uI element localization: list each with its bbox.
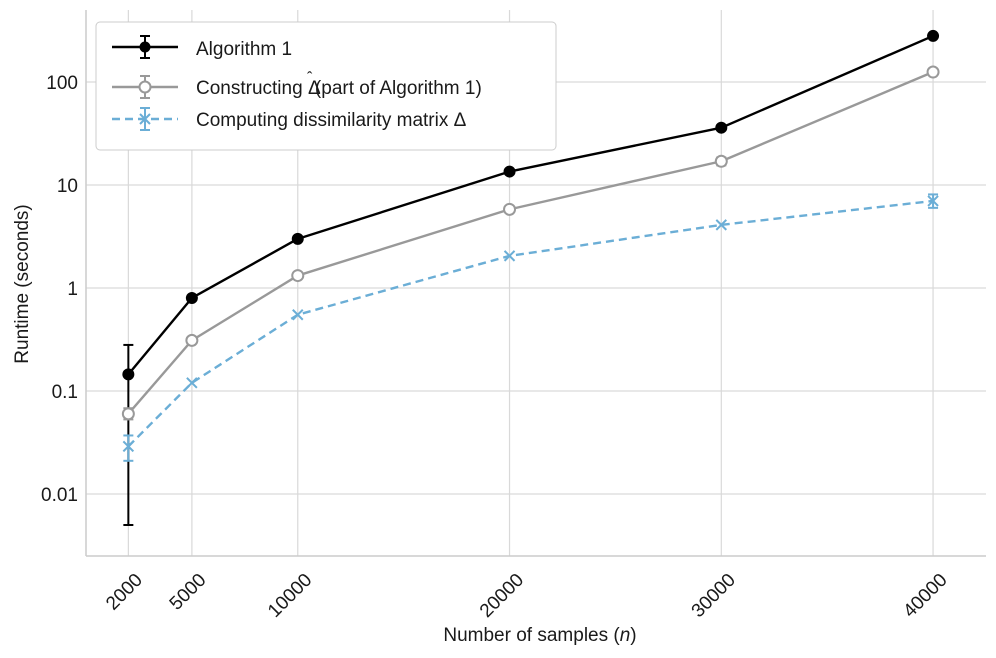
data-point [927,195,939,207]
data-point [715,219,728,231]
legend-box [95,21,557,151]
series-line [127,70,934,415]
data-point-stroke [715,219,728,231]
x-axis-label: Number of samples (n) [443,625,636,646]
legend-handle-1 [112,35,178,59]
y-axis-label: Runtime (seconds) [12,204,33,363]
data-point-stroke [927,195,939,207]
data-point [927,29,940,42]
data-point [503,202,517,216]
legend-marker [139,113,151,125]
legend: Algorithm 1 Constructing Δ̂ (part of Alg… [95,21,557,151]
data-point-stroke [186,377,198,389]
data-point [291,269,305,283]
x-tick-label: 2000 [102,570,147,615]
ticks-layer: 2000 5000 10000 20000 30000 40000 0.01 0.1 1 10 10… [41,73,952,622]
data-point-stroke [503,250,516,262]
data-point [292,309,304,321]
series-line [127,199,934,448]
series-layer [121,29,940,526]
y-tick-label: 0.1 [52,382,78,403]
series-3 [122,193,939,462]
y-tick-label: 1 [67,279,78,300]
series-2 [121,65,940,421]
x-tick-label: 10000 [264,570,316,622]
data-point [121,407,135,421]
data-point [122,368,135,381]
data-point [185,333,199,347]
y-tick-label: 100 [46,73,78,94]
legend-label-constructing: Constructing Δ̂ (part of Algorithm 1) [196,70,482,99]
axes-layer [85,10,986,557]
x-tick-label: 30000 [688,570,740,622]
legend-label-computing: Computing dissimilarity matrix Δ [196,110,467,131]
data-point [926,65,940,79]
legend-marker [139,41,151,53]
legend-handle-2 [112,75,178,99]
x-tick-label: 40000 [899,570,951,622]
data-point [715,121,728,134]
data-point [186,377,198,389]
data-point [714,154,728,168]
x-tick-label: 5000 [166,570,211,615]
legend-label-algorithm-1: Algorithm 1 [196,39,292,60]
legend-marker [138,80,152,94]
data-point [291,232,304,245]
y-tick-label: 10 [57,176,78,197]
data-point [122,440,135,453]
x-tick-label: 20000 [476,570,528,622]
data-point [503,165,516,178]
data-point [185,291,198,304]
legend-handle-3 [112,107,178,131]
y-tick-label: 0.01 [41,485,78,506]
data-point-stroke [122,440,135,453]
series-line [127,34,934,376]
data-point [503,250,516,262]
data-point-stroke [292,309,304,321]
